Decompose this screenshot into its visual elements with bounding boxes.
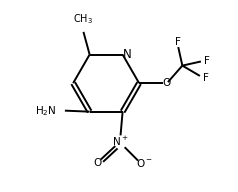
Text: CH$_3$: CH$_3$ xyxy=(74,12,94,26)
Text: H$_2$N: H$_2$N xyxy=(35,104,56,118)
Text: N$^+$: N$^+$ xyxy=(112,134,129,148)
Text: O: O xyxy=(163,78,171,88)
Text: O$^-$: O$^-$ xyxy=(136,157,153,169)
Text: F: F xyxy=(203,73,208,83)
Text: F: F xyxy=(175,37,181,47)
Text: O: O xyxy=(94,158,102,168)
Text: F: F xyxy=(204,56,209,66)
Text: N: N xyxy=(123,48,132,60)
